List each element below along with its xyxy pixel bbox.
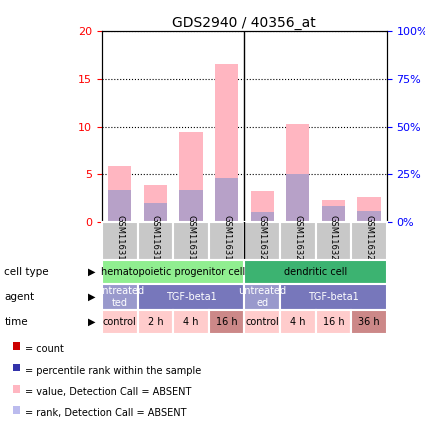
Bar bbox=[179, 132, 203, 222]
Text: = value, Detection Call = ABSENT: = value, Detection Call = ABSENT bbox=[25, 387, 191, 397]
Text: cell type: cell type bbox=[4, 267, 49, 277]
Bar bbox=[286, 174, 309, 222]
Text: GSM116315: GSM116315 bbox=[115, 215, 124, 266]
Bar bbox=[244, 284, 280, 310]
Text: 36 h: 36 h bbox=[358, 317, 380, 327]
Bar bbox=[215, 178, 238, 222]
Bar bbox=[108, 166, 131, 222]
Text: agent: agent bbox=[4, 292, 34, 302]
Bar bbox=[108, 190, 131, 222]
Text: GSM116324: GSM116324 bbox=[293, 215, 302, 266]
Text: 4 h: 4 h bbox=[290, 317, 306, 327]
Bar bbox=[322, 200, 345, 222]
Text: control: control bbox=[103, 317, 137, 327]
Bar bbox=[102, 260, 244, 284]
Text: hematopoietic progenitor cell: hematopoietic progenitor cell bbox=[101, 267, 245, 277]
Text: ▶: ▶ bbox=[88, 317, 95, 327]
Bar bbox=[138, 222, 173, 260]
Bar bbox=[286, 124, 309, 222]
Bar bbox=[144, 203, 167, 222]
Bar bbox=[209, 222, 244, 260]
Text: dendritic cell: dendritic cell bbox=[284, 267, 347, 277]
Text: TGF-beta1: TGF-beta1 bbox=[308, 292, 359, 302]
Bar bbox=[244, 222, 280, 260]
Text: ▶: ▶ bbox=[88, 292, 95, 302]
Bar bbox=[244, 260, 387, 284]
Bar bbox=[315, 222, 351, 260]
Title: GDS2940 / 40356_at: GDS2940 / 40356_at bbox=[173, 16, 316, 30]
Text: = count: = count bbox=[25, 345, 63, 354]
Text: time: time bbox=[4, 317, 28, 327]
Bar bbox=[179, 190, 203, 222]
Text: GSM116323: GSM116323 bbox=[258, 215, 266, 266]
Bar bbox=[357, 197, 380, 222]
Bar bbox=[173, 222, 209, 260]
Bar bbox=[251, 213, 274, 222]
Bar bbox=[280, 310, 315, 334]
Bar bbox=[351, 222, 387, 260]
Text: GSM116318: GSM116318 bbox=[222, 215, 231, 266]
Bar bbox=[251, 191, 274, 222]
Text: 4 h: 4 h bbox=[183, 317, 199, 327]
Bar bbox=[357, 211, 380, 222]
Text: = percentile rank within the sample: = percentile rank within the sample bbox=[25, 366, 201, 376]
Bar bbox=[315, 310, 351, 334]
Bar bbox=[102, 284, 138, 310]
Bar bbox=[215, 63, 238, 222]
Text: control: control bbox=[245, 317, 279, 327]
Bar bbox=[144, 185, 167, 222]
Bar bbox=[173, 310, 209, 334]
Text: untreated
ted: untreated ted bbox=[96, 286, 144, 308]
Bar bbox=[244, 310, 280, 334]
Text: 2 h: 2 h bbox=[147, 317, 163, 327]
Bar bbox=[322, 206, 345, 222]
Text: GSM116326: GSM116326 bbox=[365, 215, 374, 266]
Text: GSM116317: GSM116317 bbox=[187, 215, 196, 266]
Text: untreated
ed: untreated ed bbox=[238, 286, 286, 308]
Text: GSM116316: GSM116316 bbox=[151, 215, 160, 266]
Text: TGF-beta1: TGF-beta1 bbox=[166, 292, 216, 302]
Bar bbox=[102, 310, 138, 334]
Bar bbox=[209, 310, 244, 334]
Bar bbox=[351, 310, 387, 334]
Bar bbox=[138, 310, 173, 334]
Bar bbox=[280, 284, 387, 310]
Bar bbox=[138, 284, 244, 310]
Bar bbox=[102, 222, 138, 260]
Text: ▶: ▶ bbox=[88, 267, 95, 277]
Text: 16 h: 16 h bbox=[216, 317, 238, 327]
Bar bbox=[280, 222, 315, 260]
Text: = rank, Detection Call = ABSENT: = rank, Detection Call = ABSENT bbox=[25, 408, 186, 418]
Text: 16 h: 16 h bbox=[323, 317, 344, 327]
Text: GSM116325: GSM116325 bbox=[329, 215, 338, 266]
